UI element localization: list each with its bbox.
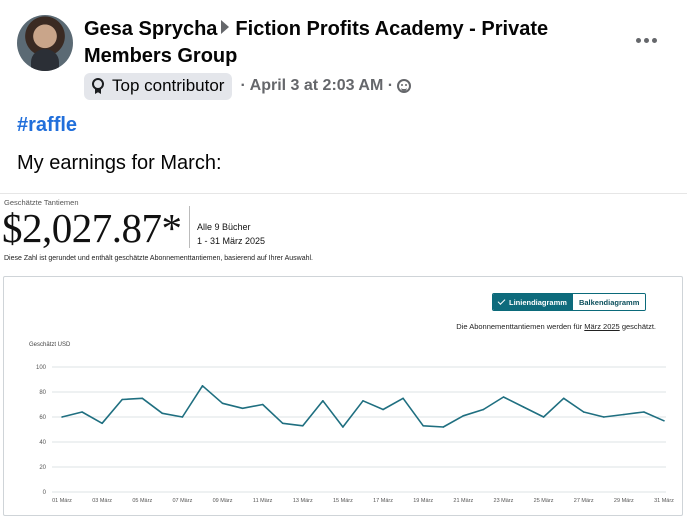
avatar[interactable] [17, 15, 73, 71]
y-axis-label: Geschätzt USD [29, 342, 71, 348]
data-point [402, 397, 404, 400]
estimated-royalties-label: Geschätzte Tantiemen [4, 198, 79, 207]
data-point [542, 416, 545, 418]
data-point [623, 413, 625, 416]
data-point [522, 406, 525, 408]
data-point [241, 407, 244, 410]
attached-screenshot[interactable]: Geschätzte Tantiemen $2,027.87* Alle 9 B… [0, 193, 687, 525]
data-point [442, 426, 445, 428]
x-tick-label: 23 März [494, 498, 514, 504]
data-point [482, 408, 485, 411]
data-point [342, 426, 344, 428]
divider [189, 206, 190, 248]
y-tick-label: 60 [39, 415, 46, 421]
note-suffix: geschätzt. [621, 322, 656, 331]
badge-label: Top contributor [112, 76, 225, 95]
audience-icon[interactable] [397, 79, 412, 93]
data-point [221, 402, 224, 405]
data-point [322, 399, 324, 402]
data-point [181, 416, 184, 418]
date-range: 1 - 31 März 2025 [197, 236, 266, 246]
x-tick-label: 03 März [92, 498, 112, 504]
chart-panel: Liniendiagramm Balkendiagramm Die Abonne… [3, 276, 683, 516]
x-tick-label: 25 März [534, 498, 554, 504]
data-point [121, 398, 123, 401]
caret-right-icon [221, 20, 230, 34]
bar-chart-toggle[interactable]: Balkendiagramm [572, 294, 646, 310]
data-point [422, 424, 425, 427]
data-point [663, 419, 665, 422]
earnings-amount: $2,027.87* [2, 205, 182, 251]
data-point [643, 411, 645, 413]
badge-icon [91, 78, 105, 94]
x-tick-label: 17 März [373, 498, 393, 504]
x-tick-label: 13 März [293, 498, 313, 504]
data-point [502, 396, 505, 398]
y-tick-label: 40 [39, 440, 46, 446]
data-point [161, 412, 164, 415]
bar-chart-label: Balkendiagramm [578, 297, 640, 307]
data-point [582, 411, 585, 413]
x-tick-label: 07 März [172, 498, 192, 504]
post-body-text: My earnings for March: [17, 152, 222, 174]
y-tick-label: 100 [36, 365, 47, 371]
hashtag-link[interactable]: #raffle [17, 114, 78, 136]
books-filter: Alle 9 Bücher [197, 222, 251, 232]
dot-icon [643, 37, 649, 43]
data-point [201, 384, 204, 387]
dot-icon [635, 37, 641, 43]
data-point [261, 403, 264, 406]
post-header: Gesa Sprycha Fiction Profits Academy - Pr… [84, 16, 624, 70]
post-meta: Top contributor · April 3 at 2:03 AM · [84, 72, 412, 100]
subscription-note: Die Abonnementtantiemen werden für März … [456, 322, 656, 331]
note-prefix: Die Abonnementtantiemen werden für [456, 322, 583, 331]
line-chart-label: Liniendiagramm [509, 297, 567, 307]
y-tick-label: 80 [39, 390, 46, 396]
x-tick-label: 01 März [52, 498, 72, 504]
data-point [101, 422, 103, 425]
earnings-line-chart: 0 20 40 60 80 100 01 März 03 März 05 März 07 März… [36, 365, 674, 504]
x-tick-label: 15 März [333, 498, 353, 504]
x-tick-label: 05 März [132, 498, 152, 504]
data-point [141, 397, 144, 400]
x-tick-label: 09 März [213, 498, 233, 504]
group-name[interactable]: Fiction Profits Academy - Private Member… [84, 18, 549, 67]
disclaimer-text: Diese Zahl ist gerundet und enthält gesc… [4, 255, 313, 262]
data-point [61, 416, 63, 418]
y-tick-label: 0 [43, 490, 47, 496]
dot-icon [651, 37, 657, 43]
author-name[interactable]: Gesa Sprycha [84, 18, 218, 40]
data-point [603, 416, 605, 418]
data-point [281, 422, 284, 425]
x-tick-label: 21 März [453, 498, 473, 504]
data-point [81, 411, 83, 413]
data-point [562, 397, 565, 400]
data-point [382, 408, 384, 411]
more-options-button[interactable] [628, 28, 664, 52]
x-tick-label: 29 März [614, 498, 634, 504]
data-point [462, 414, 465, 417]
top-contributor-badge[interactable]: Top contributor [84, 72, 233, 100]
chart-type-toggle: Liniendiagramm Balkendiagramm [492, 293, 647, 311]
y-tick-label: 20 [39, 465, 46, 471]
line-chart-toggle[interactable]: Liniendiagramm [493, 294, 573, 310]
data-point [302, 424, 304, 427]
data-point [362, 399, 364, 402]
x-tick-label: 27 März [574, 498, 594, 504]
x-tick-label: 31 März [654, 498, 674, 504]
note-month-link[interactable]: März 2025 [584, 322, 620, 331]
x-tick-label: 19 März [413, 498, 433, 504]
post-timestamp[interactable]: · April 3 at 2:03 AM · [240, 77, 394, 94]
x-tick-label: 11 März [253, 498, 273, 504]
